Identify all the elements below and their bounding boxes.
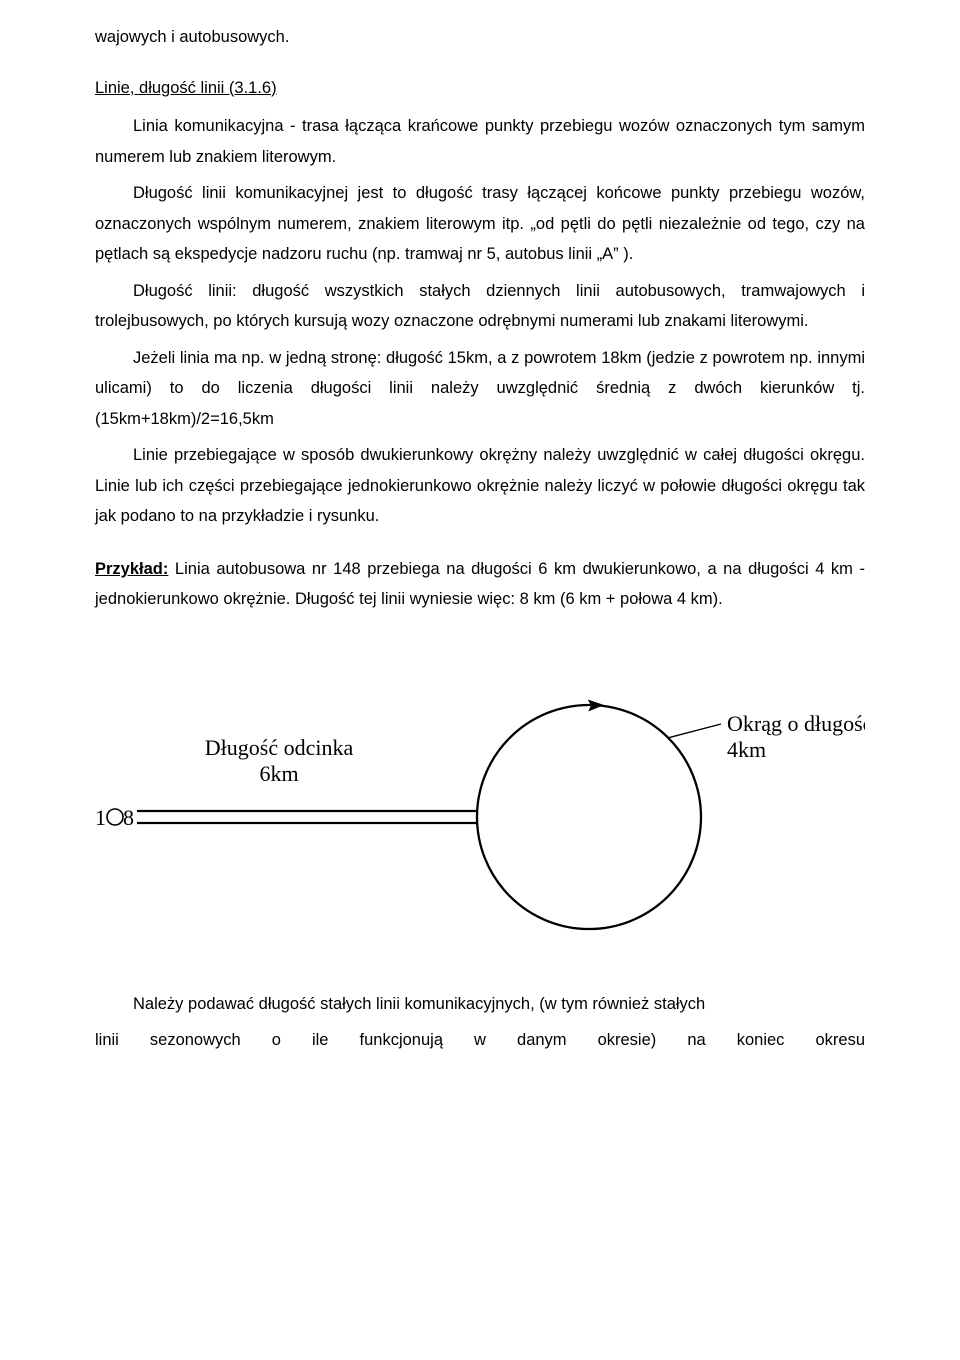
paragraph-4: Jeżeli linia ma np. w jedną stronę: dług… bbox=[95, 343, 865, 435]
paragraph-5-text: Linie przebiegające w sposób dwukierunko… bbox=[95, 446, 865, 525]
paragraph-1: Linia komunikacyjna - trasa łącząca krań… bbox=[95, 111, 865, 172]
paragraph-2-text: Długość linii komunikacyjnej jest to dłu… bbox=[95, 184, 865, 263]
svg-text:6km: 6km bbox=[259, 761, 298, 786]
example-text: Linia autobusowa nr 148 przebiega na dłu… bbox=[95, 560, 865, 609]
paragraph-3-text: Długość linii: długość wszystkich stałyc… bbox=[95, 282, 865, 331]
paragraph-4-text: Jeżeli linia ma np. w jedną stronę: dług… bbox=[95, 349, 865, 428]
bottom-paragraph-line1-text: Należy podawać długość stałych linii kom… bbox=[133, 995, 705, 1013]
paragraph-5: Linie przebiegające w sposób dwukierunko… bbox=[95, 440, 865, 532]
svg-text:4km: 4km bbox=[727, 737, 766, 762]
example-paragraph: Przykład: Linia autobusowa nr 148 przebi… bbox=[95, 554, 865, 615]
svg-text:8: 8 bbox=[123, 805, 134, 830]
section-heading: Linie, długość linii (3.1.6) bbox=[95, 73, 865, 104]
paragraph-3: Długość linii: długość wszystkich stałyc… bbox=[95, 276, 865, 337]
example-label: Przykład: bbox=[95, 560, 168, 578]
route-diagram: 18 Długość odcinka6km Okrąg o długości4km bbox=[95, 643, 865, 943]
document-page: wajowych i autobusowych. Linie, długość … bbox=[0, 0, 960, 1360]
paragraph-2: Długość linii komunikacyjnej jest to dłu… bbox=[95, 178, 865, 270]
svg-text:Okrąg o długości: Okrąg o długości bbox=[727, 711, 865, 736]
top-fragment: wajowych i autobusowych. bbox=[95, 22, 865, 53]
paragraph-1-text: Linia komunikacyjna - trasa łącząca krań… bbox=[95, 117, 865, 166]
bottom-paragraph-line2: linii sezonowych o ile funkcjonują w dan… bbox=[95, 1025, 865, 1056]
svg-text:1: 1 bbox=[95, 805, 106, 830]
svg-text:Długość odcinka: Długość odcinka bbox=[205, 735, 354, 760]
bottom-paragraph-line1: Należy podawać długość stałych linii kom… bbox=[95, 989, 865, 1020]
